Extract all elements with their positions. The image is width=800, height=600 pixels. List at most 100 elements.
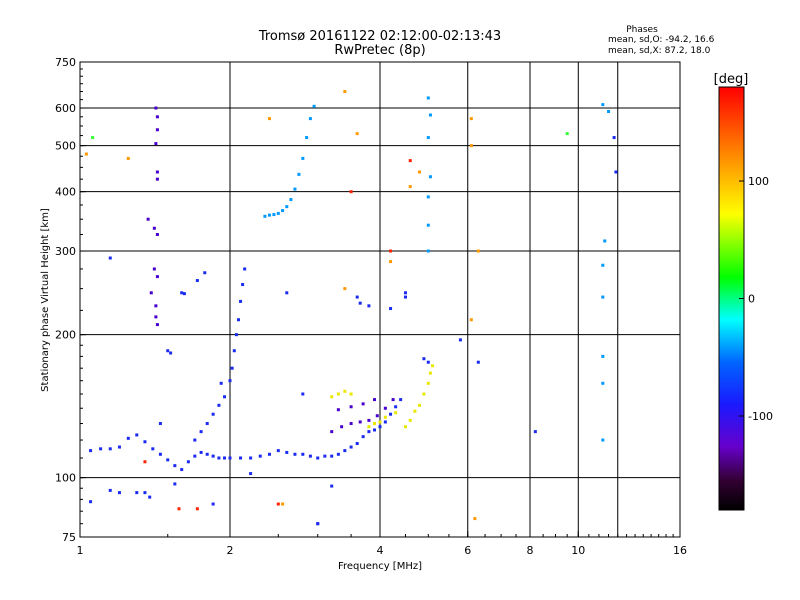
data-point-O_low (158, 452, 162, 456)
data-point-misc_red (177, 507, 181, 511)
y-tick-label: 100 (55, 472, 76, 485)
data-point-O_upper_branch (241, 283, 245, 287)
data-point-misc_blue (108, 256, 112, 260)
data-point-O_low (301, 452, 305, 456)
data-point-O_vertical_1p4 (155, 170, 159, 174)
data-point-O_mid_branch (367, 418, 371, 422)
data-point-O_upper_branch (193, 438, 197, 442)
data-point-O_scatter (180, 291, 184, 295)
data-point-X_trace (343, 389, 347, 393)
data-point-misc_points (476, 249, 480, 253)
data-point-O_scatter (301, 392, 305, 396)
data-point-O_scatter (285, 291, 289, 295)
chart-title: Tromsø 20161122 02:12:00-02:13:43 (258, 29, 501, 44)
data-point-X_trace (403, 425, 407, 429)
data-point-cyan_cusp (272, 213, 276, 217)
data-point-cyan_markers (601, 354, 605, 358)
data-point-cyan_cusp (308, 117, 312, 121)
data-point-cyan_cusp (285, 205, 289, 209)
data-point-O_vertical_1p4 (155, 128, 159, 132)
data-point-O_mid_branch (358, 420, 362, 424)
data-point-cyan_markers (428, 113, 432, 117)
data-point-O_mid_branch (349, 405, 353, 409)
data-point-O_scatter (367, 304, 371, 308)
data-point-misc_red (195, 507, 199, 511)
data-point-O_scatter (148, 495, 152, 499)
data-point-O_low (193, 454, 197, 458)
data-point-O_low (89, 449, 93, 453)
data-point-cyan_markers (426, 223, 430, 227)
data-point-O_scatter (166, 349, 170, 353)
data-point-O_vertical_1p4 (152, 267, 156, 271)
plot-gridlines (80, 62, 680, 537)
data-point-misc_points (355, 132, 359, 136)
x-axis-label: Frequency [MHz] (338, 561, 422, 572)
data-point-misc_blue (458, 338, 462, 342)
data-point-O_scatter (426, 360, 430, 364)
data-point-O_upper_branch (236, 318, 240, 322)
data-point-O_low (343, 449, 347, 453)
x-tick-label: 6 (464, 544, 471, 557)
data-point-O_low (383, 420, 387, 424)
data-point-O_scatter (219, 381, 223, 385)
data-point-O_vertical_1p4 (154, 106, 158, 110)
data-point-O_low (349, 445, 353, 449)
data-point-O_low (186, 460, 190, 464)
data-point-O_low (258, 454, 262, 458)
data-point-O_low (239, 456, 243, 460)
y-tick-label: 600 (55, 102, 76, 115)
data-point-O_low (151, 447, 155, 451)
data-point-O_vertical_1p4 (155, 323, 159, 327)
x-tick-label: 2 (227, 544, 234, 557)
data-point-cyan_cusp (276, 211, 280, 215)
y-tick-label: 200 (55, 329, 76, 342)
data-point-O_scatter (422, 357, 426, 361)
data-point-O_scatter (355, 295, 359, 299)
data-point-X_trace (413, 409, 417, 413)
data-point-O_upper_branch (243, 267, 247, 271)
data-point-O_low (143, 440, 147, 444)
data-point-O_vertical_1p4 (155, 115, 159, 119)
data-point-O_mid_branch (383, 406, 387, 410)
data-point-misc_red (349, 190, 353, 194)
data-point-O_low (211, 454, 215, 458)
data-point-O_vertical_1p4 (154, 142, 158, 146)
data-point-O_scatter (89, 500, 93, 504)
x-tick-label: 16 (673, 544, 687, 557)
data-point-X_trace (373, 422, 377, 426)
data-point-misc_points (267, 117, 271, 121)
plot-data-points (84, 90, 618, 526)
y-axis: 75 100 200 300 400 500 600 750 (55, 56, 86, 544)
data-point-O_low (367, 430, 371, 434)
data-point-O_scatter (143, 491, 147, 495)
data-point-O_upper_branch (239, 299, 243, 303)
data-point-O_upper_branch (228, 379, 232, 383)
data-point-misc_points (473, 517, 477, 521)
y-tick-label: 400 (55, 186, 76, 199)
data-point-misc_points (84, 152, 88, 156)
data-point-O_vertical_1p4 (154, 304, 158, 308)
y-tick-label: 750 (55, 56, 76, 69)
data-point-misc_red (143, 460, 147, 464)
data-point-O_vertical_1p4 (155, 177, 159, 181)
data-point-O_scatter (117, 491, 121, 495)
data-point-O_low (373, 428, 377, 432)
data-point-O_low (99, 447, 103, 451)
colorbar-tick-label: -100 (748, 410, 773, 423)
data-point-O_low (217, 456, 221, 460)
data-point-O_mid_branch (330, 430, 334, 434)
data-point-O_vertical_1p4 (155, 233, 159, 237)
data-point-O_scatter (358, 301, 362, 305)
data-point-cyan_markers (601, 263, 605, 267)
data-point-cyan_cusp (267, 213, 271, 217)
data-point-cyan_markers (601, 295, 605, 299)
data-point-X_trace (431, 364, 435, 368)
data-point-O_low (378, 425, 382, 429)
data-point-cyan_cusp (293, 187, 297, 191)
data-point-X_trace (428, 371, 432, 375)
x-tick-label: 8 (527, 544, 534, 557)
data-point-O_low (108, 447, 112, 451)
data-point-X_trace (417, 403, 421, 407)
data-point-misc_blue (403, 295, 407, 299)
data-point-misc_points (343, 287, 347, 291)
